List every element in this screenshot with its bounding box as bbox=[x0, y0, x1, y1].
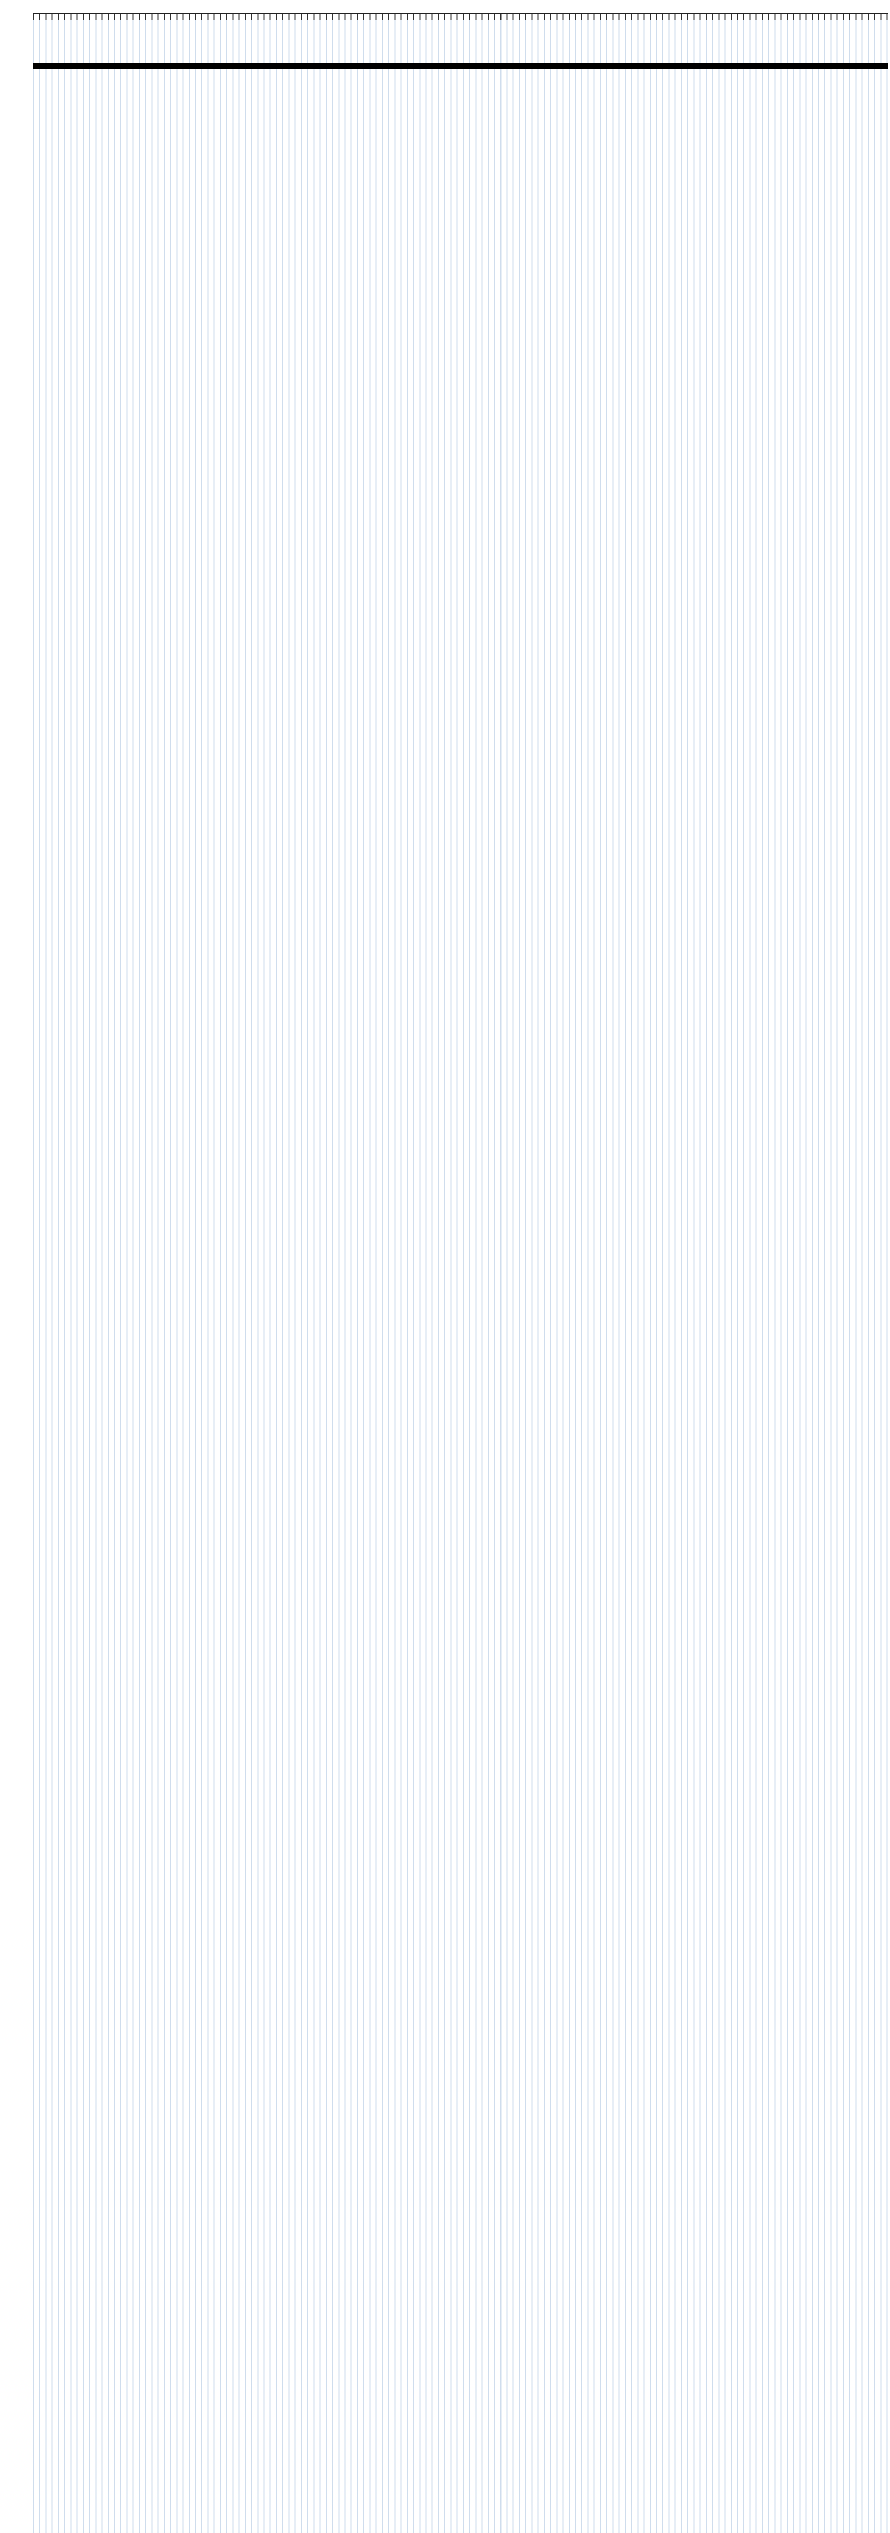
kb-grid-stripes bbox=[33, 13, 888, 2533]
cytoband-bar[interactable] bbox=[33, 63, 888, 69]
ruler[interactable] bbox=[33, 13, 888, 20]
